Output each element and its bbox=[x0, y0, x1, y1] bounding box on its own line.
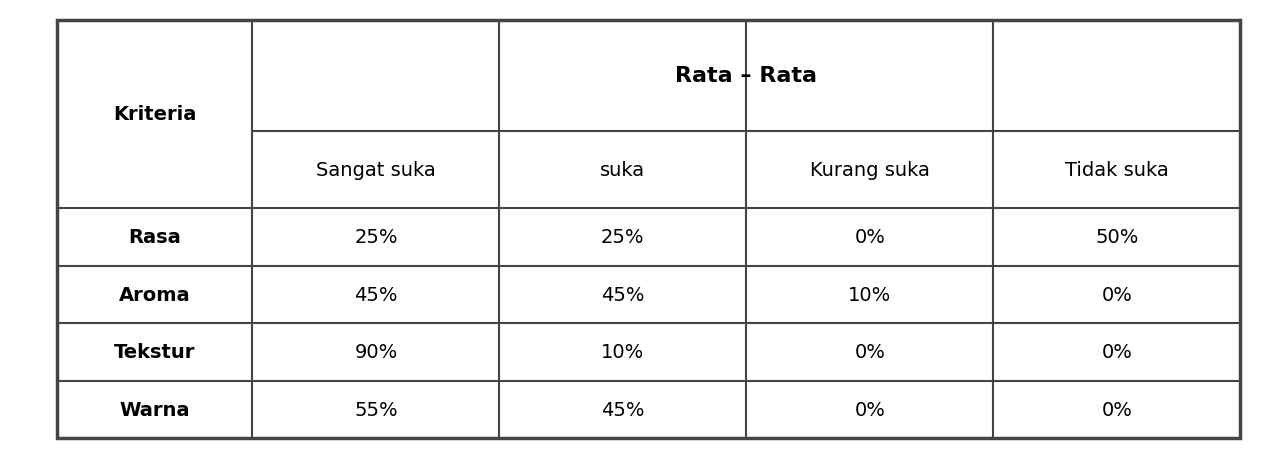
Text: 10%: 10% bbox=[602, 343, 645, 362]
Text: Aroma: Aroma bbox=[120, 285, 191, 304]
Text: 55%: 55% bbox=[354, 400, 398, 419]
Text: 0%: 0% bbox=[855, 343, 885, 362]
Text: 50%: 50% bbox=[1095, 228, 1138, 247]
Text: 45%: 45% bbox=[602, 400, 645, 419]
Text: 0%: 0% bbox=[855, 400, 885, 419]
Text: Kriteria: Kriteria bbox=[113, 105, 196, 124]
Text: Sangat suka: Sangat suka bbox=[315, 161, 436, 179]
Text: Rata – Rata: Rata – Rata bbox=[675, 66, 818, 86]
Text: 10%: 10% bbox=[848, 285, 892, 304]
Text: Rasa: Rasa bbox=[128, 228, 181, 247]
Text: 45%: 45% bbox=[354, 285, 398, 304]
Text: 0%: 0% bbox=[1102, 400, 1132, 419]
Text: Kurang suka: Kurang suka bbox=[810, 161, 930, 179]
Text: Tidak suka: Tidak suka bbox=[1065, 161, 1169, 179]
Text: 25%: 25% bbox=[602, 228, 645, 247]
Text: 0%: 0% bbox=[1102, 343, 1132, 362]
Text: 25%: 25% bbox=[354, 228, 398, 247]
Text: 45%: 45% bbox=[602, 285, 645, 304]
Text: 90%: 90% bbox=[355, 343, 398, 362]
Text: Warna: Warna bbox=[120, 400, 190, 419]
Text: 0%: 0% bbox=[855, 228, 885, 247]
Text: Tekstur: Tekstur bbox=[114, 343, 196, 362]
Text: 0%: 0% bbox=[1102, 285, 1132, 304]
Text: suka: suka bbox=[600, 161, 645, 179]
